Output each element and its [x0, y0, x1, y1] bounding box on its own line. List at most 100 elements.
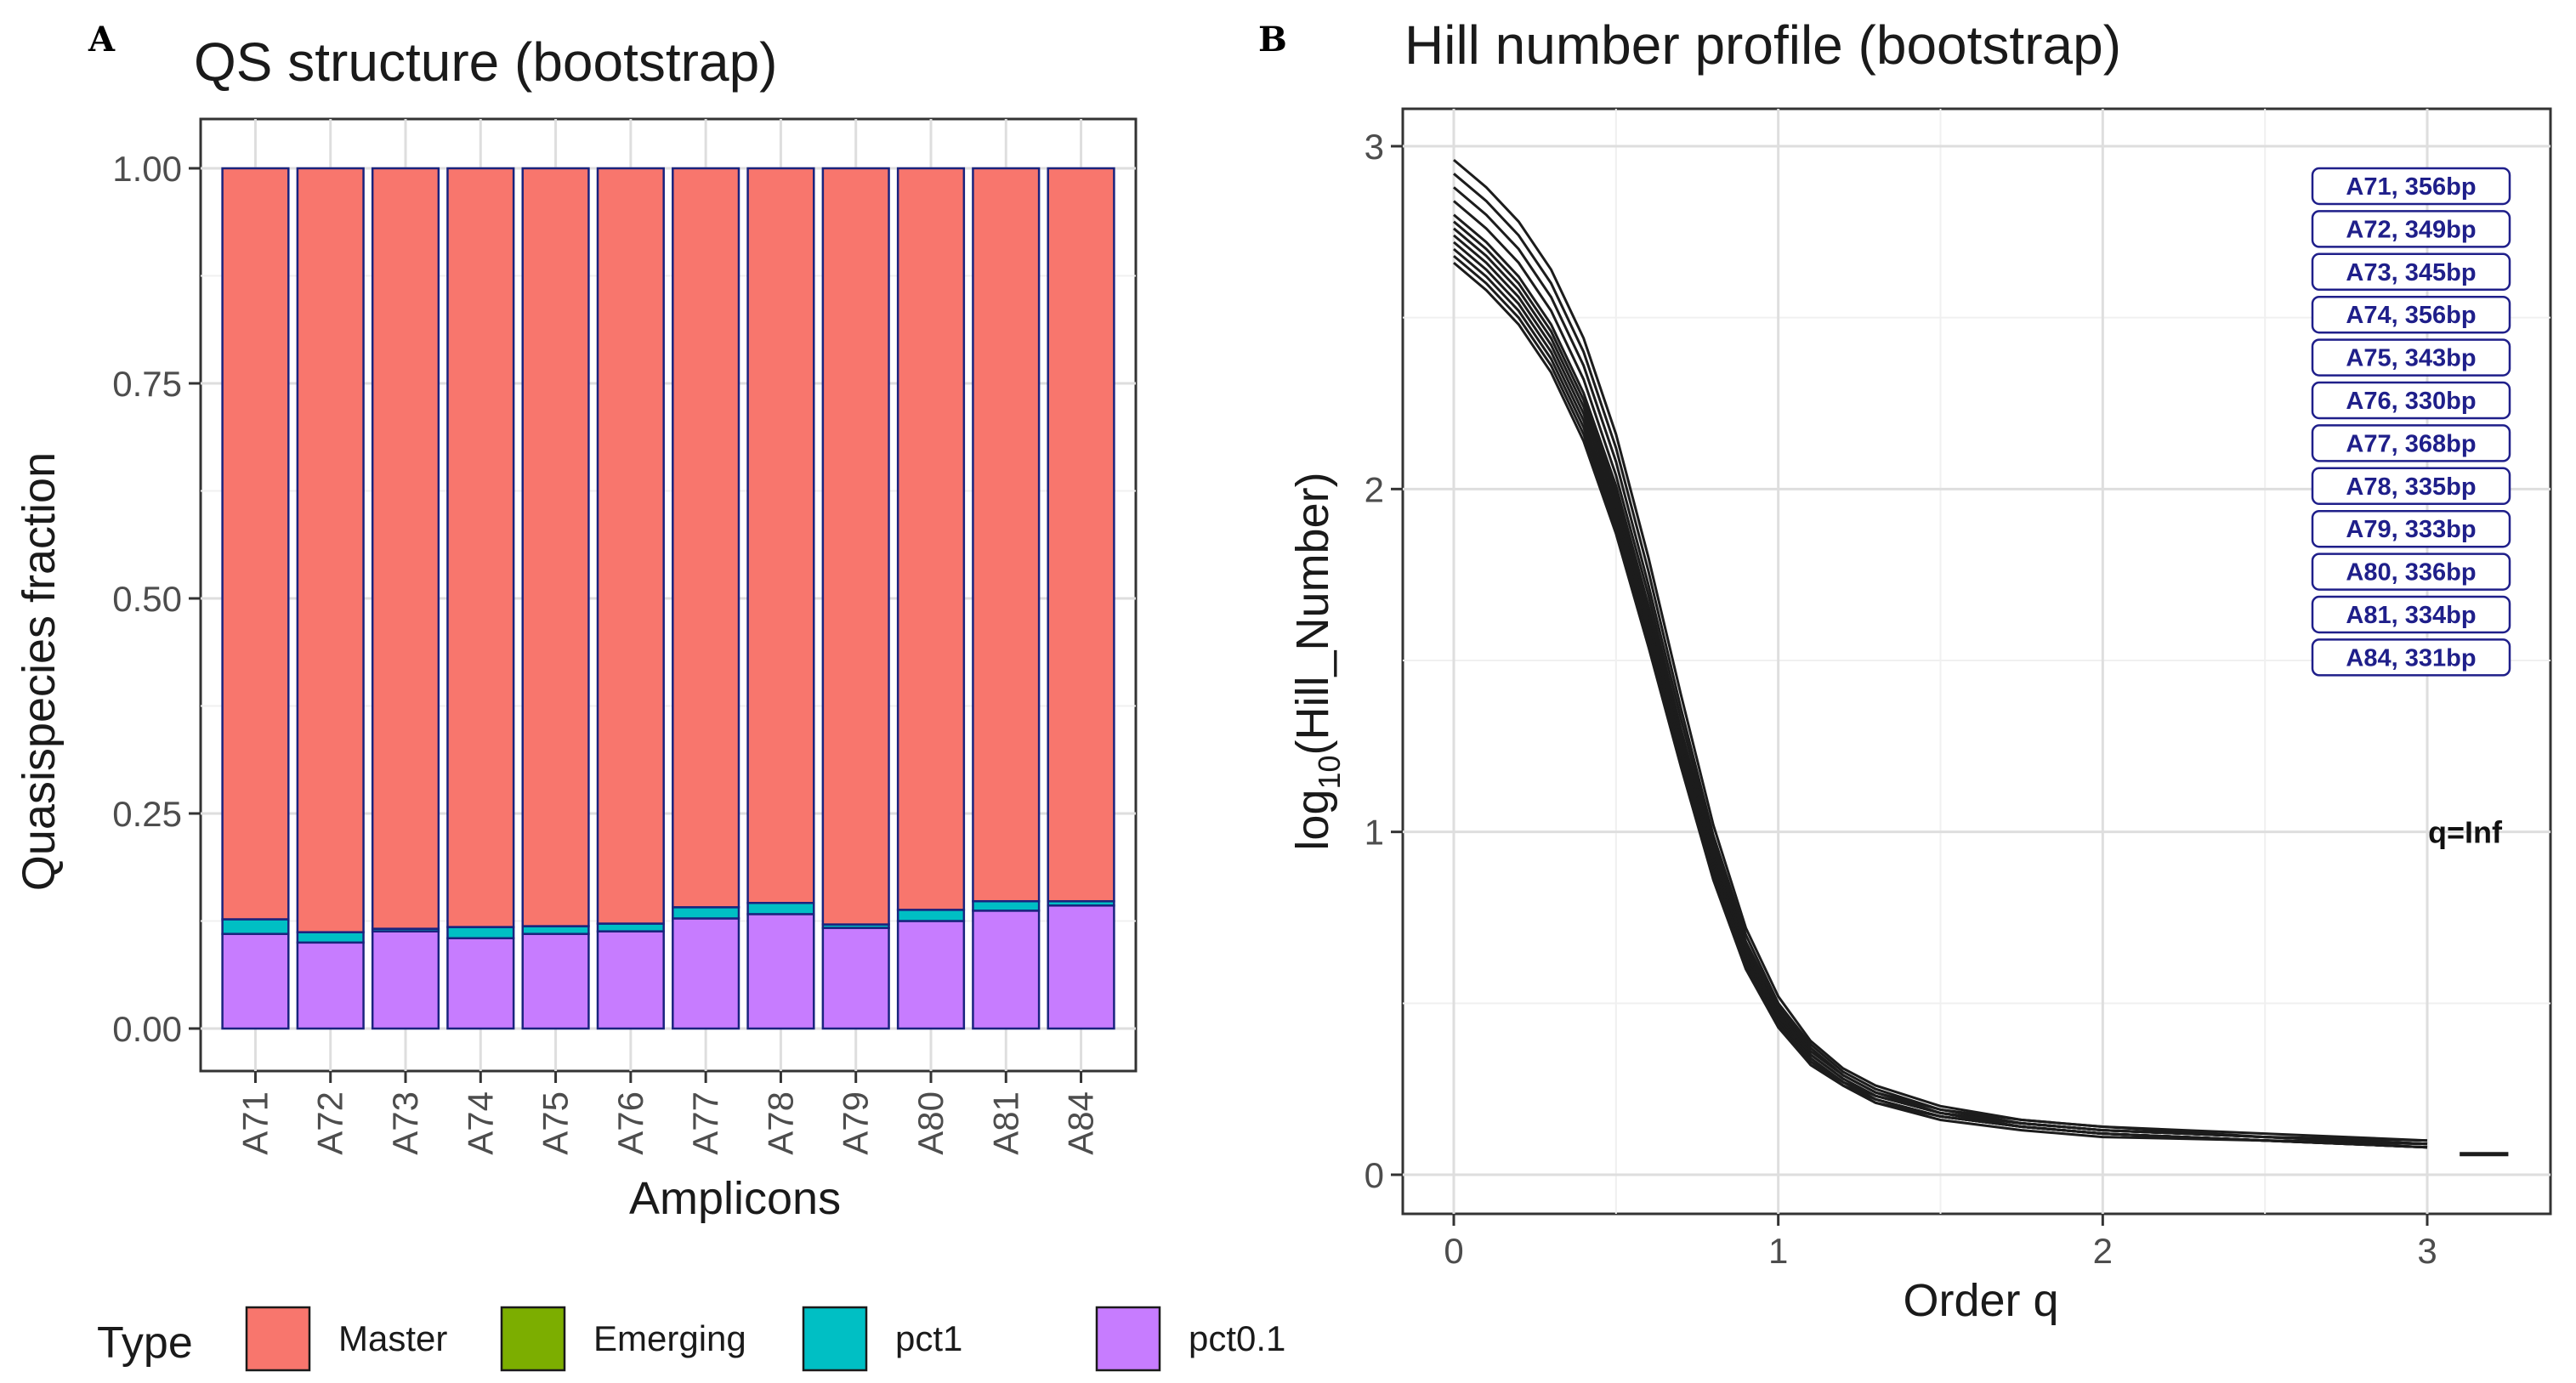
series-label-box: [2311, 295, 2511, 334]
bar-segment-pct1-A76: [596, 922, 665, 932]
series-label: A78, 335bp: [2346, 473, 2476, 501]
series-line-A72: [1453, 173, 2428, 1142]
legend-label-Emerging: Emerging: [593, 1318, 746, 1358]
bar-segment-pct01-A72: [296, 941, 365, 1030]
bar-segment-pct01-A73: [371, 930, 440, 1030]
y-title-sub: 10: [1312, 755, 1347, 789]
bar-segment-pct01-A74: [446, 937, 515, 1030]
series-label: A84, 331bp: [2346, 644, 2476, 672]
bar-segment-pct01-A76: [596, 930, 665, 1030]
series-label: A80, 336bp: [2346, 559, 2476, 587]
bar-segment-Master-A72: [296, 167, 365, 933]
bar-segment-Master-A71: [221, 167, 290, 921]
bar-segment-Master-A84: [1047, 167, 1115, 903]
series-line-A84: [1453, 261, 2428, 1149]
x-tick-label: A80: [911, 1091, 950, 1155]
x-tick-label: A73: [385, 1091, 425, 1155]
series-label-box: [2311, 338, 2511, 377]
series-label-box: [2311, 509, 2511, 548]
chart-a-legend: Type Master Emerging pct1 pct0.1: [97, 1306, 1285, 1372]
series-label: A75, 343bp: [2346, 345, 2476, 372]
series-label: A76, 330bp: [2346, 388, 2476, 415]
bar-segment-pct1-A80: [896, 909, 966, 922]
legend-label-Master: Master: [338, 1318, 447, 1358]
series-label-box: [2311, 467, 2511, 506]
panel-letter-a: A: [88, 20, 116, 60]
x-tick-label: A75: [536, 1091, 576, 1155]
y-tick-label: 1: [1365, 813, 1384, 853]
series-label: A81, 334bp: [2346, 602, 2476, 629]
series-label: A79, 333bp: [2346, 516, 2476, 543]
x-tick-label: A74: [460, 1091, 500, 1155]
y-title-rest: (Hill_Number): [1287, 472, 1338, 755]
bar-segment-pct01-A71: [221, 932, 290, 1030]
qinf-label: q=Inf: [2428, 815, 2503, 850]
chart-b-qinf: q=Inf: [2428, 815, 2509, 1157]
y-title-log: log: [1287, 790, 1338, 851]
bar-segment-pct01-A80: [896, 920, 966, 1030]
y-tick-label: 2: [1365, 469, 1384, 509]
series-label-box: [2311, 553, 2511, 591]
series-label-box: [2311, 424, 2511, 462]
y-tick-label: 3: [1365, 127, 1384, 167]
chart-b-y-axis-title: log10(Hill_Number): [1287, 472, 1347, 850]
series-label-box: [2311, 595, 2511, 634]
chart-b-series-labels: A71, 356bp A72, 349bp A73, 345bp A74, 356bp…: [2311, 167, 2511, 677]
chart-b-y-ticks: 0 1 2 3: [1365, 127, 1403, 1195]
bar-segment-pct01-A79: [821, 927, 890, 1030]
bar-segment-pct1-A72: [296, 931, 365, 944]
x-tick-label: A76: [610, 1091, 650, 1155]
legend-label-pct1: pct1: [895, 1318, 962, 1358]
x-tick-label: A84: [1061, 1091, 1101, 1155]
legend-swatch-Master: [245, 1306, 311, 1372]
y-tick-label: 1.00: [112, 149, 182, 189]
bar-segment-Master-A81: [972, 167, 1041, 903]
bar-segment-Master-A73: [371, 167, 440, 930]
chart-b-lines: [1453, 158, 2428, 1149]
bar-segment-pct01-A84: [1047, 904, 1115, 1030]
bar-segment-pct1-A74: [446, 926, 515, 939]
x-tick-label: A72: [310, 1091, 350, 1155]
bar-segment-Master-A75: [521, 167, 590, 927]
y-tick-label: 0.00: [112, 1009, 182, 1049]
series-label-box: [2311, 638, 2511, 677]
chart-a-y-ticks: 0.00 0.25 0.50 0.75 1.00: [112, 149, 201, 1049]
bar-segment-Master-A78: [746, 167, 815, 904]
x-tick-label: A81: [985, 1091, 1025, 1155]
bar-segment-pct01-A75: [521, 932, 590, 1030]
series-label-box: [2311, 381, 2511, 420]
series-label-box: [2311, 210, 2511, 248]
legend-swatch-Emerging: [500, 1306, 566, 1372]
chart-a-x-axis-title: Amplicons: [629, 1173, 841, 1224]
series-label: A77, 368bp: [2346, 430, 2476, 457]
bar-segment-pct1-A77: [672, 906, 740, 920]
x-tick-label: A79: [836, 1091, 876, 1155]
chart-a-bars: [221, 167, 1115, 1030]
series-label: A73, 345bp: [2346, 259, 2476, 286]
x-tick-label: 1: [1768, 1231, 1788, 1271]
bar-segment-pct01-A77: [672, 917, 740, 1030]
chart-a-y-axis-title: Quasispecies fraction: [14, 452, 65, 891]
x-tick-label: 3: [2417, 1231, 2437, 1271]
bar-segment-Master-A77: [672, 167, 740, 909]
bar-segment-pct1-A71: [221, 918, 290, 935]
bar-segment-pct01-A81: [972, 910, 1041, 1030]
x-tick-label: 0: [1444, 1231, 1463, 1271]
legend-label-pct01: pct0.1: [1189, 1318, 1285, 1358]
chart-b-title: Hill number profile (bootstrap): [1404, 14, 2121, 76]
chart-a-title: QS structure (bootstrap): [194, 31, 777, 93]
chart-a-x-ticks: A71 A72 A73 A74 A75 A76 A77 A78 A79 A80 A81 A84: [235, 1071, 1101, 1155]
series-label-box: [2311, 167, 2511, 206]
x-tick-label: A78: [760, 1091, 800, 1155]
bar-segment-pct01-A78: [746, 913, 815, 1030]
chart-b-x-axis-title: Order q: [1903, 1275, 2058, 1326]
y-tick-label: 0.50: [112, 579, 182, 619]
bar-segment-pct1-A75: [521, 925, 590, 935]
bar-segment-Master-A79: [821, 167, 890, 926]
legend-swatch-pct1: [802, 1306, 868, 1372]
x-tick-label: A71: [235, 1091, 275, 1155]
legend-title: Type: [97, 1318, 193, 1368]
bar-segment-pct1-A81: [972, 899, 1041, 912]
x-tick-label: A77: [685, 1091, 725, 1155]
